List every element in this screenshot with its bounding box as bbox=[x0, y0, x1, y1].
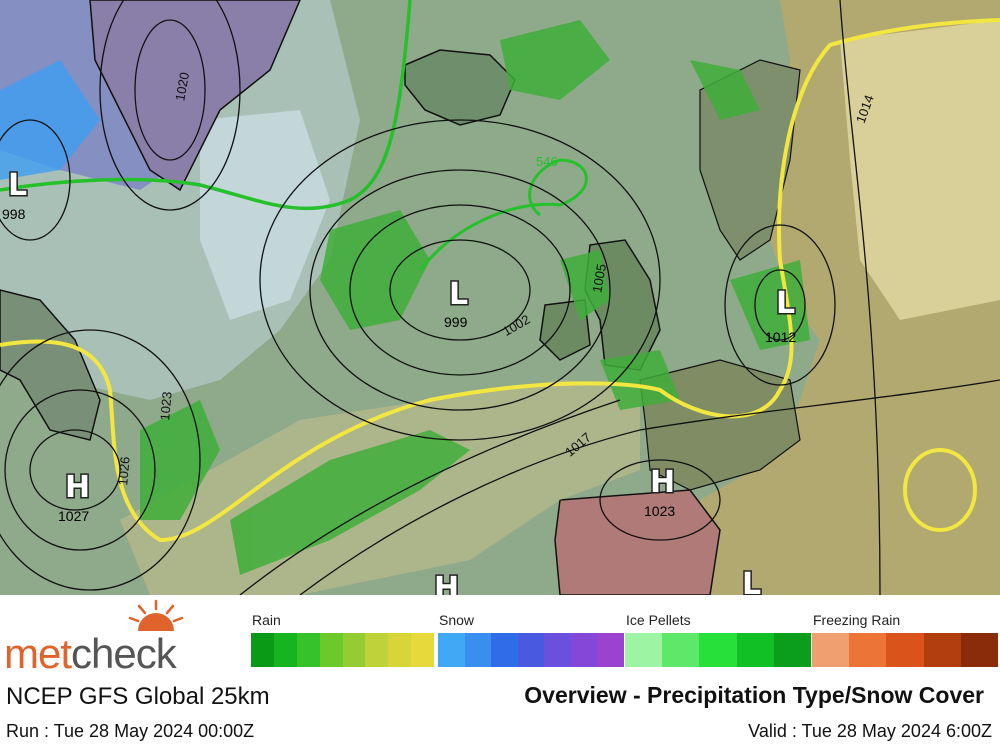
isobar-label-1023: 1023 bbox=[157, 391, 174, 421]
legend-swatch bbox=[388, 633, 412, 667]
isobar-label-1020: 1020 bbox=[172, 71, 192, 102]
pressure-value: 999 bbox=[444, 314, 468, 330]
legend-swatch bbox=[625, 633, 663, 667]
low-symbol: L bbox=[742, 567, 761, 595]
weather-map: 1020 1014 1023 1026 1002 1005 1017 546 L… bbox=[0, 0, 1000, 595]
pressure-value: 1023 bbox=[644, 503, 675, 519]
high-symbol: H bbox=[65, 470, 90, 505]
legend-swatch bbox=[597, 633, 624, 667]
pressure-center-h-1023: H 1023 bbox=[644, 464, 677, 520]
isobar-label-1005: 1005 bbox=[589, 263, 609, 294]
pressure-center-h-1027: H 1027 bbox=[58, 469, 92, 525]
legend-swatches-ice-pellets bbox=[625, 633, 811, 667]
legend-swatch bbox=[736, 633, 774, 667]
pressure-center-l-south: L bbox=[741, 566, 763, 596]
legend-swatch bbox=[251, 633, 274, 667]
pressure-center-l-999: L 999 bbox=[444, 276, 470, 331]
legend-label-rain: Rain bbox=[252, 612, 281, 628]
pressure-center-l-998: L 998 bbox=[2, 167, 29, 223]
low-symbol: L bbox=[8, 168, 27, 203]
logo-part-check: check bbox=[71, 630, 177, 677]
legend-swatch bbox=[812, 633, 850, 667]
isobars bbox=[0, 0, 1000, 595]
model-name: NCEP GFS Global 25km bbox=[6, 683, 270, 710]
legend-swatch bbox=[491, 633, 518, 667]
legend-swatches-snow bbox=[438, 633, 624, 667]
pressure-value: 1012 bbox=[765, 329, 796, 345]
legend-swatch bbox=[544, 633, 571, 667]
legend-swatch bbox=[273, 633, 297, 667]
pressure-value: 1027 bbox=[58, 508, 89, 524]
snow-region-blue bbox=[0, 60, 100, 180]
low-symbol: L bbox=[449, 277, 468, 312]
legend-label-freezing-rain: Freezing Rain bbox=[813, 612, 901, 628]
legend-swatch bbox=[960, 633, 998, 667]
run-time: Run : Tue 28 May 2024 00:00Z bbox=[6, 721, 255, 741]
freezing-level-ring bbox=[903, 448, 977, 532]
legend-swatch bbox=[517, 633, 545, 667]
isobar-label-1026: 1026 bbox=[115, 456, 132, 486]
low-symbol: L bbox=[776, 286, 795, 321]
legend-footer: metcheck Rain Snow Ice Pellets Freezing … bbox=[0, 595, 1000, 749]
high-symbol: H bbox=[434, 571, 459, 595]
legend-swatch bbox=[464, 633, 492, 667]
legend-swatch bbox=[849, 633, 887, 667]
legend-swatch bbox=[438, 633, 465, 667]
legend-label-ice-pellets: Ice Pellets bbox=[626, 612, 691, 628]
legend-swatch bbox=[570, 633, 598, 667]
legend-swatch bbox=[886, 633, 924, 667]
legend-swatch bbox=[319, 633, 343, 667]
legend-swatch bbox=[699, 633, 737, 667]
thickness-label-546: 546 bbox=[536, 154, 558, 169]
ice-region-light bbox=[200, 110, 330, 320]
legend-swatch bbox=[296, 633, 320, 667]
legend-label-snow: Snow bbox=[439, 612, 475, 628]
iceland-land bbox=[404, 49, 516, 126]
valid-time: Valid : Tue 28 May 2024 6:00Z bbox=[748, 721, 992, 741]
rain-patches bbox=[140, 20, 810, 575]
pressure-center-h-south: H bbox=[433, 570, 461, 596]
legend-swatches-freezing-rain bbox=[812, 633, 998, 667]
warm-land-east bbox=[840, 20, 1000, 320]
legend-swatch bbox=[365, 633, 389, 667]
iberia-land bbox=[554, 489, 721, 595]
freezing-level-line bbox=[0, 18, 1000, 543]
logo-part-met: met bbox=[4, 630, 72, 677]
canada-land bbox=[0, 289, 101, 441]
high-symbol: H bbox=[650, 465, 675, 500]
sun-logo-icon bbox=[128, 599, 184, 631]
metcheck-logo: metcheck bbox=[4, 630, 177, 677]
legend-swatch bbox=[411, 633, 434, 667]
legend-swatch bbox=[923, 633, 961, 667]
chart-title: Overview - Precipitation Type/Snow Cover bbox=[524, 682, 984, 708]
legend-swatch bbox=[662, 633, 700, 667]
france-land bbox=[639, 359, 801, 491]
thickness-line-546 bbox=[418, 158, 588, 271]
pressure-value: 998 bbox=[2, 206, 26, 222]
legend-swatch bbox=[773, 633, 811, 667]
legend-swatches-rain bbox=[251, 633, 434, 667]
pressure-center-l-1012: L 1012 bbox=[765, 285, 797, 346]
legend-swatch bbox=[342, 633, 366, 667]
map-canvas: 1020 1014 1023 1026 1002 1005 1017 546 L… bbox=[0, 0, 1000, 595]
